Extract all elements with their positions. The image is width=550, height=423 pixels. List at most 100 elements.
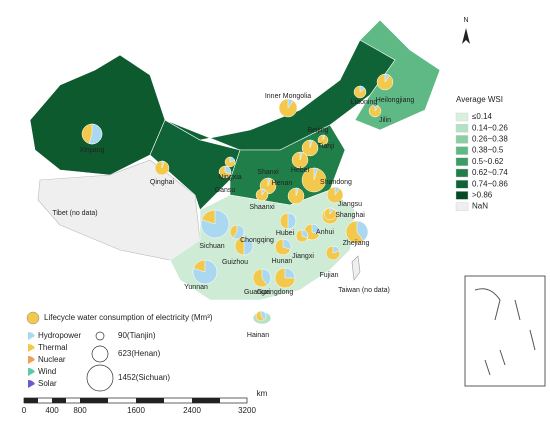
province-label: Jiangxi [292,253,314,260]
province-label: Guangxi [244,289,271,296]
province-label: Xinjiang [80,147,105,154]
scale-label: 1600 [127,406,145,415]
province-label: Beijing [307,127,328,134]
scale-label: 0 [22,406,27,415]
pie-slice [332,245,340,254]
pie-slice [88,123,103,145]
legend-label: NaN [472,202,488,211]
province-label: Shandong [320,179,352,186]
province-label: Shanxi [257,169,279,176]
north-label: N [463,17,468,24]
province-label: Ningxia [218,174,241,181]
region [351,255,361,281]
province-label: Gansu [215,187,236,194]
size-circle [91,345,109,363]
pie-slice [260,310,267,321]
legend-swatch [28,367,35,376]
scale-label: 800 [73,406,87,415]
legend-pie [26,311,40,325]
size-circle [86,364,114,392]
size-label: 90(Tianjin) [118,331,156,340]
legend-swatch [455,112,469,122]
pie-slice [261,188,266,196]
legend-swatch [455,179,469,189]
north-arrow [462,28,470,44]
legend-label: Hydropower [38,331,81,340]
pie-slice [334,186,341,196]
scale-label: 400 [45,406,59,415]
pie-slice [301,229,309,239]
labels: Xinjiang Tibet (no data) Qinghai Gansu Ningx… [52,93,414,339]
scale-bar-seg [52,398,66,403]
legend-swatch [28,355,35,364]
province-label: Hubei [276,230,295,237]
scale-bar-seg [136,398,164,403]
legend-swatch [455,202,469,211]
pie-slice [311,223,321,235]
pie-slice [295,187,299,197]
province-label: Zhejiang [343,240,370,247]
province-label: Jilin [379,117,391,124]
province-label: Sichuan [199,243,224,250]
size-label: 623(Henan) [118,349,161,358]
province-label: Guizhou [222,259,248,266]
pie-slice [261,268,272,286]
size-label: 1452(Sichuan) [118,373,170,382]
province-label: Jiangsu [338,201,362,208]
legend-label: 0.5~0.62 [472,157,504,166]
legend-swatch [455,123,469,133]
pie-slice [287,212,297,230]
pie-slice [374,104,379,112]
legend-title: Lifecycle water consumption of electrici… [44,313,213,322]
legend-title: Average WSI [456,95,503,104]
province-label: Hainan [247,332,269,339]
regions [29,19,441,325]
pie-slice [243,236,254,256]
pie-slice [232,224,245,240]
province-label: Fujian [319,272,338,279]
pie-slice [229,156,236,163]
pie-slice [282,238,292,250]
province-label: Shanghai [335,212,365,219]
province-label: Guangdong [257,289,294,296]
legend-label: 0.38~0.5 [472,146,504,155]
pies [81,73,394,322]
pie-slice [384,73,391,83]
legend-label: Solar [38,379,57,388]
legend-label: 0.26~0.38 [472,135,508,144]
pie-slice [322,134,325,141]
legend-label: 0.14~0.26 [472,123,508,132]
legend-swatch [28,331,35,340]
pie-slice [192,259,218,285]
scale-label: 3200 [238,406,256,415]
size-circle [95,331,105,341]
legend-swatch [455,157,469,167]
legend-label: ≤0.14 [472,112,493,121]
legend-swatch [455,146,469,155]
province-label: Heilongjiang [376,97,415,104]
pie-slice [329,207,334,215]
province-label: Shaanxi [249,204,275,211]
province-label: Liaoning [351,99,378,106]
scale-bar-seg [192,398,220,403]
inset-frame [464,275,546,387]
legend-swatch [455,191,469,200]
scale-bar-seg [24,398,38,403]
legend-swatch [455,135,469,144]
pie-slice [224,165,232,175]
scale-bar-seg [80,398,108,403]
province-label: Hebei [291,167,310,174]
pie-slice [356,220,369,242]
legend-label: Wind [38,367,56,376]
province-label: Hunan [272,258,293,265]
water-legend: Lifecycle water consumption of electrici… [26,311,213,392]
legend-swatch [455,168,469,178]
pie-slice [200,209,230,239]
legend-label: Thermal [38,343,68,352]
province-label: Yunnan [184,284,208,291]
province-label: Chongqing [240,237,274,244]
pie-slice [287,98,294,109]
scale-unit: km [257,389,268,398]
